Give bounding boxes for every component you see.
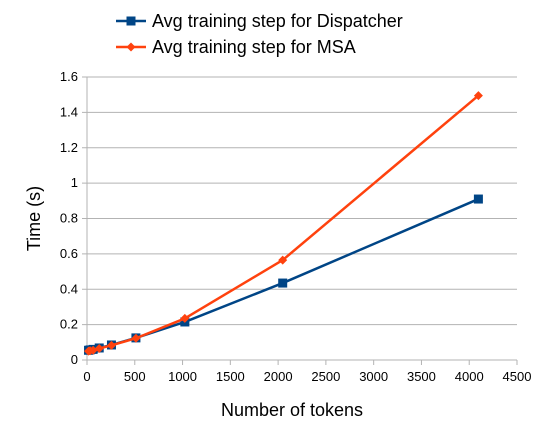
data-point xyxy=(473,91,483,101)
x-tick-label: 4000 xyxy=(455,369,484,384)
data-point xyxy=(106,340,116,350)
legend-item-1: Avg training step for MSA xyxy=(116,37,356,57)
data-point xyxy=(473,194,483,204)
x-tick-labels: 0 500 1000 1500 2000 2500 3000 3500 4000 4500 xyxy=(83,369,531,384)
x-axis-title: Number of tokens xyxy=(221,400,363,420)
data-point xyxy=(278,278,288,288)
y-tick-labels: 0 0.2 0.4 0.6 0.8 1 1.2 1.4 1.6 xyxy=(60,69,78,367)
x-tick-label: 500 xyxy=(124,369,146,384)
legend-marker xyxy=(126,42,136,52)
x-tick-label: 1000 xyxy=(168,369,197,384)
y-tick-label: 1.2 xyxy=(60,140,78,155)
data-point xyxy=(278,255,288,265)
x-tick-label: 1500 xyxy=(216,369,245,384)
data-point xyxy=(94,344,104,354)
x-tick-label: 2500 xyxy=(311,369,340,384)
y-axis-title: Time (s) xyxy=(24,186,44,251)
x-tick-label: 3000 xyxy=(359,369,388,384)
y-tick-label: 0 xyxy=(71,352,78,367)
x-tick-label: 2000 xyxy=(264,369,293,384)
y-tick-label: 0.4 xyxy=(60,281,78,296)
y-tick-label: 0.6 xyxy=(60,246,78,261)
grid xyxy=(87,76,517,361)
y-tick-label: 1 xyxy=(71,175,78,190)
series-layer xyxy=(84,91,483,356)
legend-marker xyxy=(126,16,136,26)
y-tick-label: 0.2 xyxy=(60,317,78,332)
data-point xyxy=(180,313,190,323)
x-tick-label: 4500 xyxy=(503,369,532,384)
axes xyxy=(82,76,518,365)
legend-label: Avg training step for Dispatcher xyxy=(152,11,403,31)
series-line xyxy=(88,197,479,352)
y-tick-label: 1.6 xyxy=(60,69,78,84)
legend: Avg training step for Dispatcher Avg trai… xyxy=(116,11,403,57)
legend-label: Avg training step for MSA xyxy=(152,37,356,57)
y-tick-label: 1.4 xyxy=(60,104,78,119)
x-tick-label: 3500 xyxy=(407,369,436,384)
x-tick-label: 0 xyxy=(83,369,90,384)
series-1 xyxy=(84,91,483,356)
y-tick-label: 0.8 xyxy=(60,211,78,226)
data-point xyxy=(131,333,141,343)
legend-item-0: Avg training step for Dispatcher xyxy=(116,11,403,31)
